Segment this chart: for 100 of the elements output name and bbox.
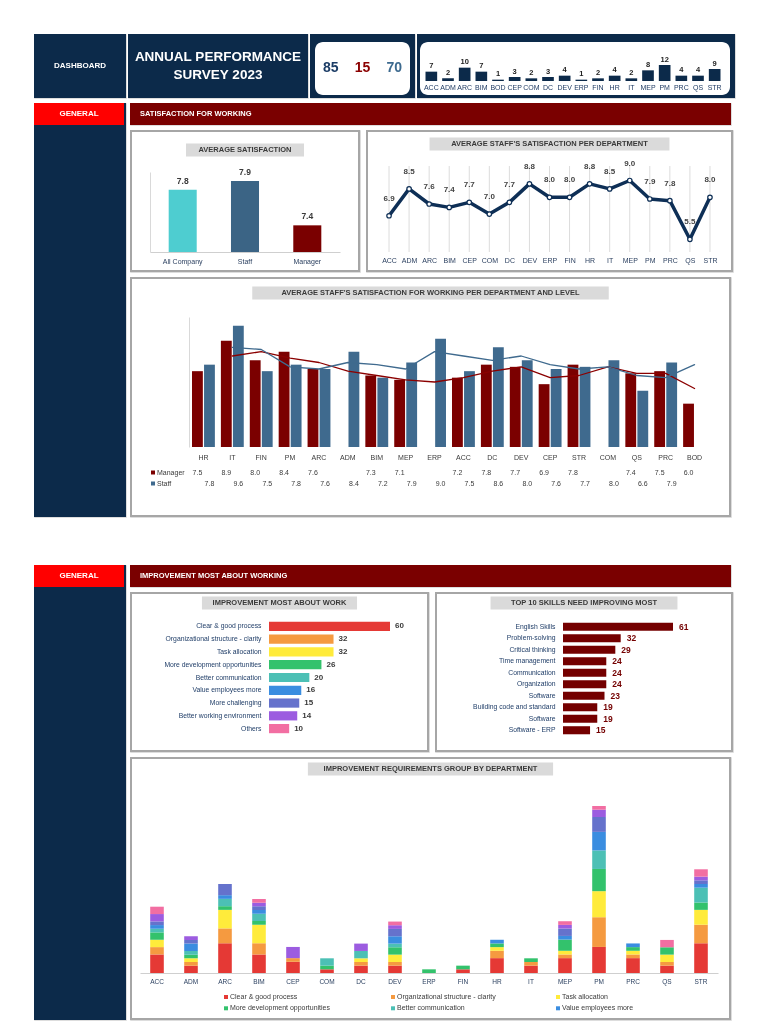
bar	[694, 869, 708, 877]
bar	[269, 672, 310, 683]
bar	[642, 70, 654, 81]
text: DASHBOARD	[54, 61, 107, 70]
point	[466, 199, 473, 206]
data-label: 32	[626, 633, 637, 644]
bar	[150, 939, 164, 948]
data-label: 24	[612, 656, 623, 667]
bar	[218, 928, 232, 944]
data-label: 9.0	[624, 158, 636, 168]
text: ANNUAL PERFORMANCE SURVEY 2023	[134, 49, 302, 82]
bar	[558, 921, 572, 925]
bar	[558, 939, 572, 951]
bar	[442, 78, 454, 81]
bar	[218, 895, 232, 899]
data-label: 7.8	[664, 178, 676, 188]
data-label: 14	[302, 710, 312, 720]
bar	[252, 943, 266, 955]
point	[506, 199, 513, 206]
bar	[558, 924, 572, 929]
bar	[388, 947, 402, 955]
bar	[592, 831, 606, 851]
text: 85	[323, 59, 339, 75]
point	[426, 201, 432, 207]
text: GENERAL	[59, 571, 99, 580]
bar	[388, 961, 402, 966]
bar	[563, 703, 598, 712]
bar	[286, 958, 300, 962]
bar	[269, 698, 300, 708]
bar	[563, 657, 607, 666]
bar	[252, 921, 266, 925]
data-label: 15	[596, 725, 606, 736]
bar	[252, 906, 266, 911]
data-label: 7.9	[239, 166, 252, 177]
point	[546, 194, 553, 201]
data-label: 8.5	[604, 166, 616, 176]
bar	[694, 943, 708, 973]
bar	[660, 939, 674, 948]
bar	[252, 910, 266, 914]
bar	[592, 850, 606, 869]
bar	[608, 75, 621, 81]
point	[526, 181, 533, 187]
bar	[252, 899, 266, 903]
bar	[592, 946, 606, 973]
point	[687, 236, 693, 243]
data-label: 7.0	[483, 192, 496, 202]
bar	[252, 954, 266, 973]
data-label: 8.0	[704, 175, 717, 185]
text: GENERAL	[59, 109, 99, 118]
point	[646, 196, 653, 202]
data-label: 29	[621, 644, 632, 655]
bar	[563, 680, 607, 689]
bar	[708, 69, 721, 81]
bar	[184, 961, 198, 966]
bar	[184, 950, 198, 955]
bar	[269, 647, 334, 657]
data-label: 32	[338, 634, 348, 644]
bar	[592, 809, 606, 818]
bar	[626, 943, 640, 948]
data-label: 7.9	[644, 176, 656, 186]
data-label: 7.6	[423, 182, 436, 192]
bar	[252, 913, 266, 922]
bar	[490, 947, 504, 951]
data-label: 24	[612, 679, 623, 690]
data-label: 7.4	[443, 185, 456, 195]
bar	[422, 969, 436, 973]
bar	[694, 887, 708, 903]
bar	[150, 914, 164, 922]
data-label: 7.7	[463, 180, 476, 190]
bar	[490, 958, 504, 973]
bar	[626, 947, 640, 951]
data-label: 20	[314, 672, 324, 682]
bar	[692, 75, 704, 81]
point	[667, 197, 673, 204]
data-label: 24	[612, 667, 623, 678]
point	[626, 177, 633, 184]
bar	[388, 954, 402, 962]
bar	[563, 645, 616, 654]
bar	[218, 883, 232, 896]
point	[586, 181, 593, 187]
bar	[592, 806, 606, 810]
bar	[524, 958, 538, 962]
bar	[218, 906, 232, 910]
bar	[658, 65, 671, 81]
bar	[320, 958, 334, 966]
data-label: 8.5	[403, 166, 416, 176]
bar	[456, 969, 470, 973]
bar	[269, 724, 290, 734]
data-label: 8.8	[523, 161, 536, 171]
bar	[592, 868, 606, 892]
bar	[354, 950, 368, 959]
bar	[388, 965, 402, 973]
bar	[694, 880, 708, 884]
point	[406, 186, 412, 192]
bar	[218, 898, 232, 907]
bar	[388, 928, 402, 937]
bar	[592, 817, 606, 832]
bar	[563, 622, 673, 631]
bar	[458, 67, 471, 81]
data-label: 7.8	[176, 175, 189, 186]
